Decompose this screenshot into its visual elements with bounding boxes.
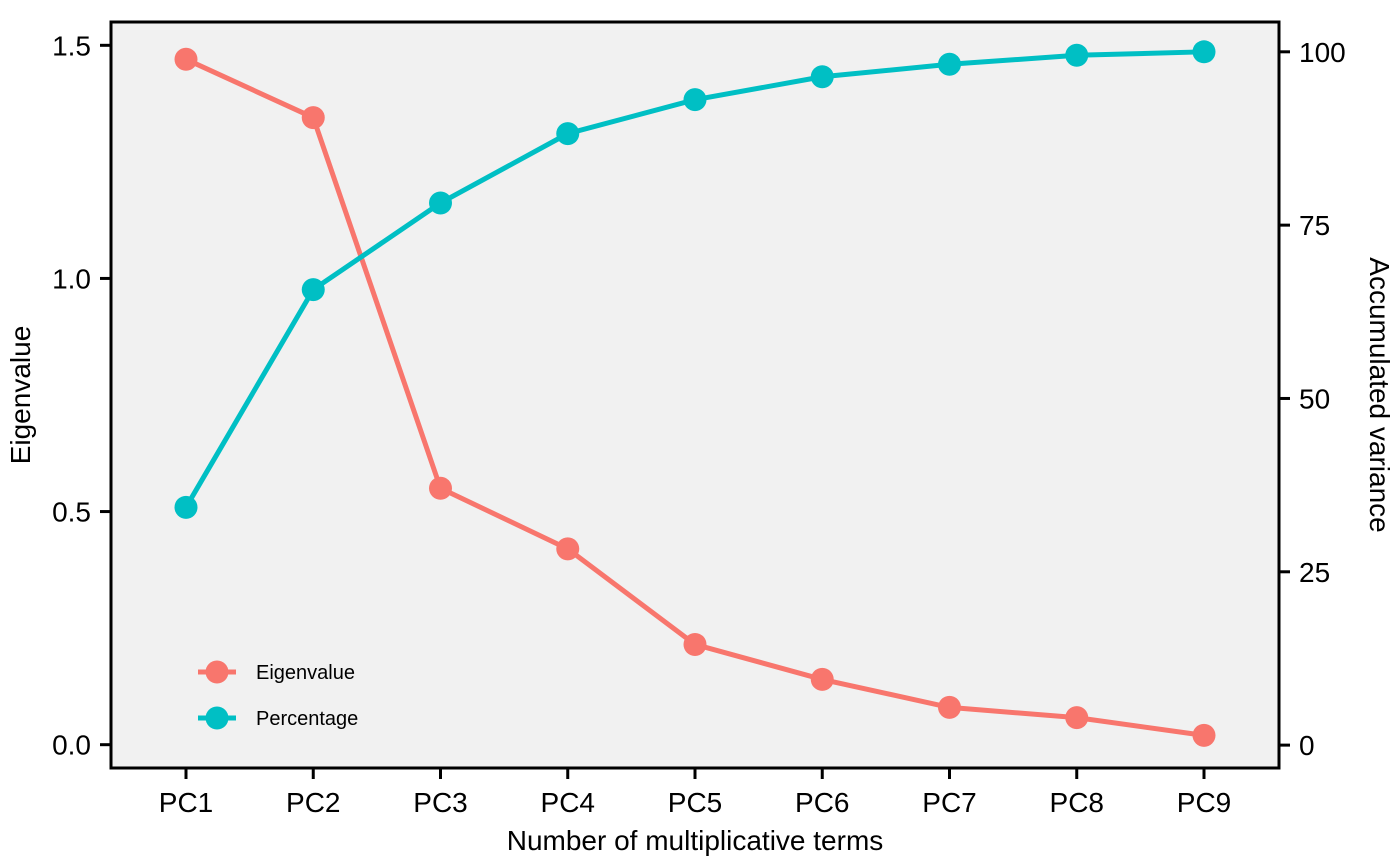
x-axis: PC1 PC2 PC3 PC4 PC5 PC6 PC7 PC8 PC9 xyxy=(159,768,1231,818)
legend-label: Eigenvalue xyxy=(256,662,355,684)
plot-panel xyxy=(109,20,1281,770)
data-point xyxy=(938,695,961,719)
x-tick-label: PC7 xyxy=(922,787,976,818)
data-point xyxy=(938,52,961,76)
legend-marker xyxy=(205,660,229,684)
left-tick-label: 0.5 xyxy=(52,497,91,528)
data-point xyxy=(301,278,325,302)
data-point xyxy=(810,65,834,89)
x-tick-label: PC8 xyxy=(1050,787,1104,818)
legend-label: Percentage xyxy=(256,708,358,730)
x-tick-label: PC5 xyxy=(668,787,722,818)
data-point xyxy=(810,667,834,691)
left-tick-label: 1.5 xyxy=(52,30,91,61)
data-point xyxy=(683,88,707,112)
left-axis-title: Eigenvalue xyxy=(5,326,36,465)
data-point xyxy=(174,495,198,519)
x-tick-label: PC1 xyxy=(159,787,213,818)
data-point xyxy=(556,537,580,561)
legend: Eigenvalue Percentage xyxy=(198,660,358,730)
data-point xyxy=(429,191,452,215)
right-tick-label: 25 xyxy=(1299,557,1330,588)
x-tick-label: PC6 xyxy=(795,787,849,818)
right-tick-label: 50 xyxy=(1299,383,1330,414)
right-axis: 0 25 50 75 100 xyxy=(1279,37,1346,761)
legend-marker xyxy=(205,706,229,730)
x-tick-label: PC2 xyxy=(286,787,340,818)
x-tick-label: PC3 xyxy=(413,787,467,818)
left-tick-label: 0.0 xyxy=(52,730,91,761)
data-point xyxy=(174,47,198,71)
x-tick-label: PC4 xyxy=(541,787,595,818)
right-tick-label: 0 xyxy=(1299,730,1315,761)
right-axis-title: Accumulated variance xyxy=(1364,257,1395,532)
data-point xyxy=(1192,723,1216,747)
data-point xyxy=(556,122,580,146)
data-point xyxy=(1065,43,1089,67)
data-point xyxy=(1065,706,1089,730)
right-tick-label: 75 xyxy=(1299,210,1330,241)
data-point xyxy=(1192,40,1216,64)
left-tick-label: 1.0 xyxy=(52,263,91,294)
x-tick-label: PC9 xyxy=(1177,787,1231,818)
data-point xyxy=(683,632,707,656)
data-point xyxy=(429,476,452,500)
right-tick-label: 100 xyxy=(1299,37,1346,68)
data-point xyxy=(301,106,325,130)
x-axis-title: Number of multiplicative terms xyxy=(507,825,884,856)
left-axis: 0.0 0.5 1.0 1.5 xyxy=(52,30,111,761)
series-layer xyxy=(174,40,1216,747)
